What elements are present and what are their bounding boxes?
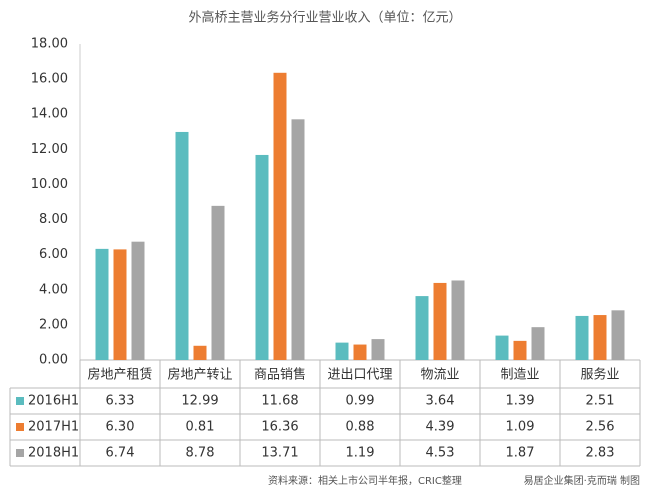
bar bbox=[273, 72, 287, 361]
bar bbox=[415, 296, 429, 360]
bar bbox=[575, 315, 589, 360]
table-value: 1.39 bbox=[506, 394, 535, 409]
legend-label: 2017H1 bbox=[28, 420, 79, 435]
table-value: 0.99 bbox=[346, 394, 375, 409]
table-value: 6.33 bbox=[106, 394, 135, 409]
legend-swatch bbox=[16, 397, 24, 405]
table-value: 0.88 bbox=[346, 420, 375, 435]
legend-swatch bbox=[16, 423, 24, 431]
bar bbox=[371, 339, 385, 360]
table-value: 4.39 bbox=[426, 420, 455, 435]
table-value: 2.51 bbox=[586, 394, 615, 409]
bar bbox=[291, 119, 305, 361]
bar bbox=[255, 154, 269, 360]
x-tick-label: 房地产转让 bbox=[167, 367, 232, 383]
table-value: 3.64 bbox=[426, 394, 455, 409]
y-tick-label: 18.00 bbox=[31, 37, 68, 52]
chart-title: 外高桥主营业务分行业营业收入（单位：亿元） bbox=[188, 10, 461, 26]
y-tick-label: 6.00 bbox=[39, 247, 68, 262]
y-tick-label: 4.00 bbox=[39, 282, 68, 297]
bar bbox=[95, 248, 109, 360]
table-value: 16.36 bbox=[261, 420, 298, 435]
x-tick-label: 商品销售 bbox=[254, 367, 306, 383]
table-value: 1.87 bbox=[506, 446, 535, 461]
bar bbox=[211, 205, 225, 360]
table-value: 13.71 bbox=[261, 446, 298, 461]
y-tick-label: 14.00 bbox=[31, 107, 68, 122]
bar bbox=[113, 249, 127, 360]
bar bbox=[175, 131, 189, 360]
bar bbox=[513, 340, 527, 360]
table-value: 1.09 bbox=[506, 420, 535, 435]
table-value: 8.78 bbox=[186, 446, 215, 461]
y-tick-label: 16.00 bbox=[31, 72, 68, 87]
y-tick-label: 12.00 bbox=[31, 142, 68, 157]
bar bbox=[335, 342, 349, 360]
y-tick-label: 2.00 bbox=[39, 317, 68, 332]
y-tick-label: 8.00 bbox=[39, 212, 68, 227]
legend-label: 2016H1 bbox=[28, 394, 79, 409]
table-value: 12.99 bbox=[181, 394, 218, 409]
table-value: 1.19 bbox=[346, 446, 375, 461]
bar bbox=[131, 241, 145, 360]
bar bbox=[531, 327, 545, 360]
y-tick-label: 0.00 bbox=[39, 353, 68, 368]
bar bbox=[593, 315, 607, 360]
y-tick-label: 10.00 bbox=[31, 177, 68, 192]
table-value: 2.56 bbox=[586, 420, 615, 435]
bar bbox=[611, 310, 625, 360]
source: 资料来源：相关上市公司半年报，CRIC整理 bbox=[268, 474, 462, 487]
table-value: 4.53 bbox=[426, 446, 455, 461]
x-tick-label: 服务业 bbox=[580, 367, 619, 383]
table-value: 6.30 bbox=[106, 420, 135, 435]
bar bbox=[353, 344, 367, 360]
legend-label: 2018H1 bbox=[28, 446, 79, 461]
x-tick-label: 房地产租赁 bbox=[87, 367, 152, 383]
x-tick-label: 进出口代理 bbox=[327, 368, 392, 383]
table-value: 0.81 bbox=[186, 420, 215, 435]
table-value: 11.68 bbox=[261, 394, 298, 409]
x-tick-label: 物流业 bbox=[420, 368, 459, 383]
credit: 易居企业集团·克而瑞 制图 bbox=[524, 474, 640, 487]
legend-swatch bbox=[16, 449, 24, 457]
x-tick-label: 制造业 bbox=[500, 368, 539, 383]
bar bbox=[495, 335, 509, 360]
bar bbox=[451, 280, 465, 360]
table-value: 6.74 bbox=[106, 446, 135, 461]
table-value: 2.83 bbox=[586, 446, 615, 461]
bar bbox=[193, 345, 207, 360]
bar bbox=[433, 282, 447, 360]
